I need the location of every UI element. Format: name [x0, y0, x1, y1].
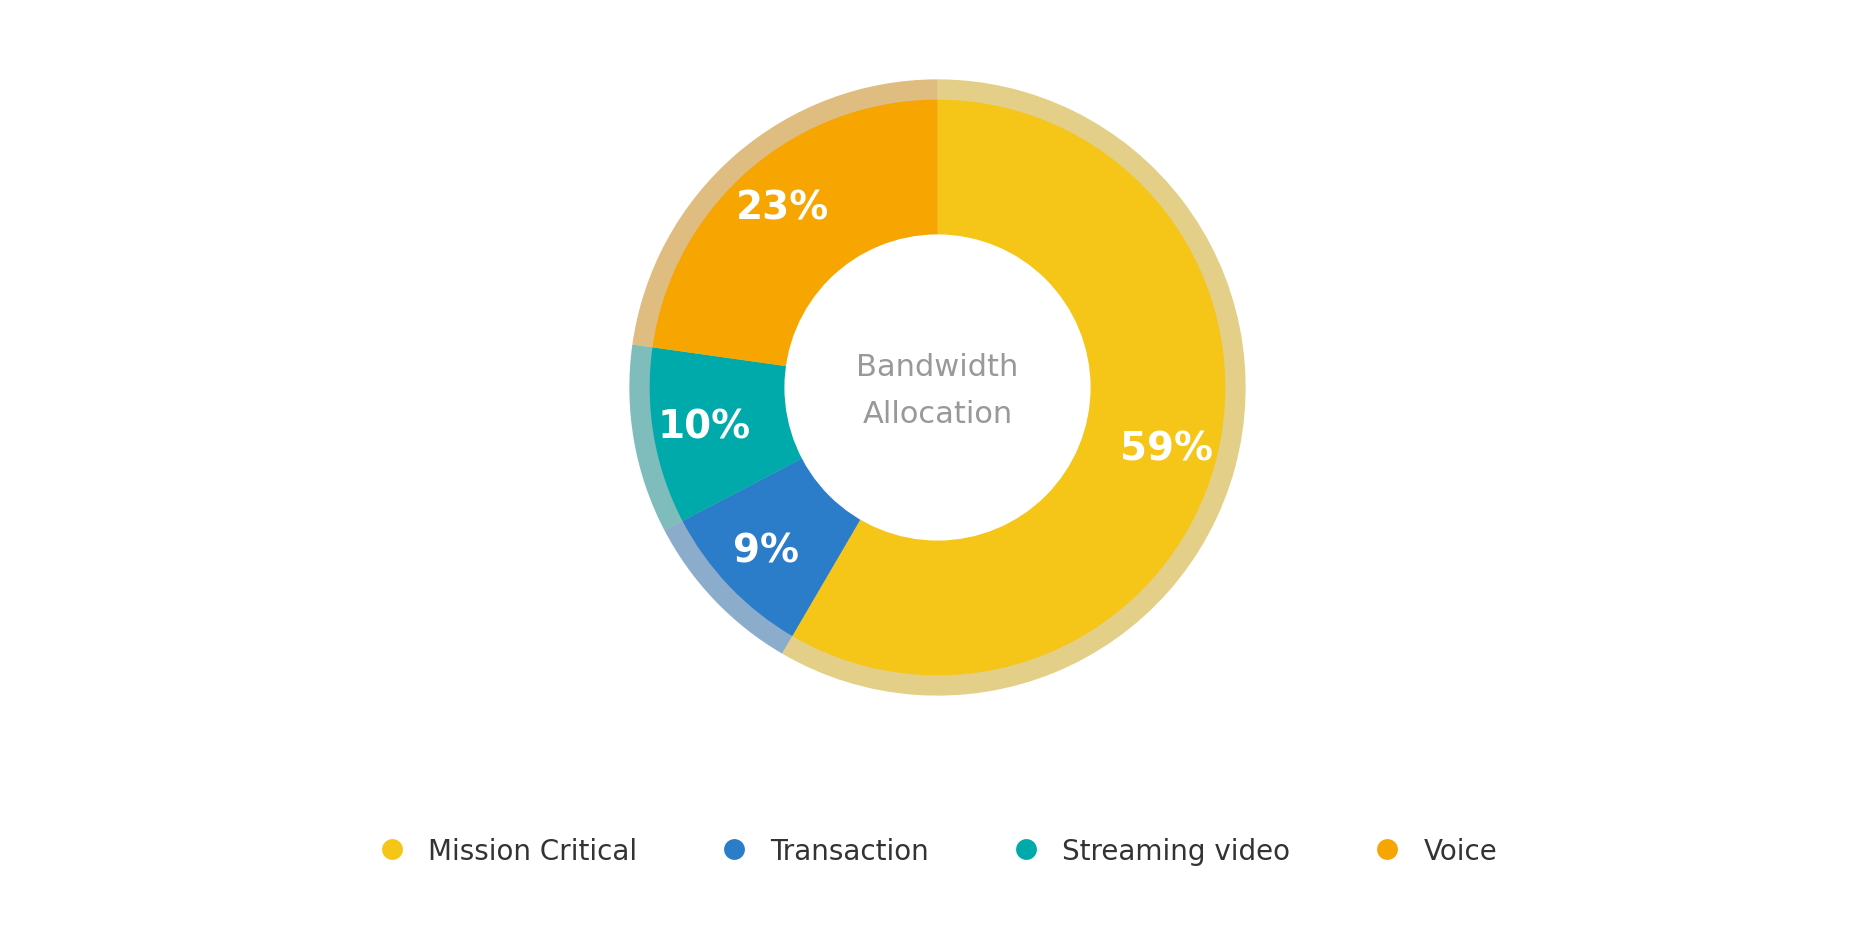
Text: 9%: 9% — [733, 532, 799, 570]
Text: Allocation: Allocation — [862, 401, 1012, 429]
Wedge shape — [782, 80, 1245, 696]
Wedge shape — [652, 99, 938, 366]
Wedge shape — [793, 99, 1226, 675]
Wedge shape — [664, 448, 870, 654]
Legend: Mission Critical, Transaction, Streaming video, Voice: Mission Critical, Transaction, Streaming… — [364, 825, 1511, 880]
Text: Bandwidth: Bandwidth — [857, 353, 1018, 382]
Wedge shape — [682, 458, 861, 636]
Text: 23%: 23% — [735, 189, 829, 228]
Wedge shape — [630, 344, 821, 530]
Text: 10%: 10% — [658, 409, 750, 446]
Circle shape — [786, 235, 1089, 540]
Wedge shape — [649, 347, 802, 521]
Wedge shape — [632, 80, 938, 369]
Text: 59%: 59% — [1119, 431, 1213, 468]
